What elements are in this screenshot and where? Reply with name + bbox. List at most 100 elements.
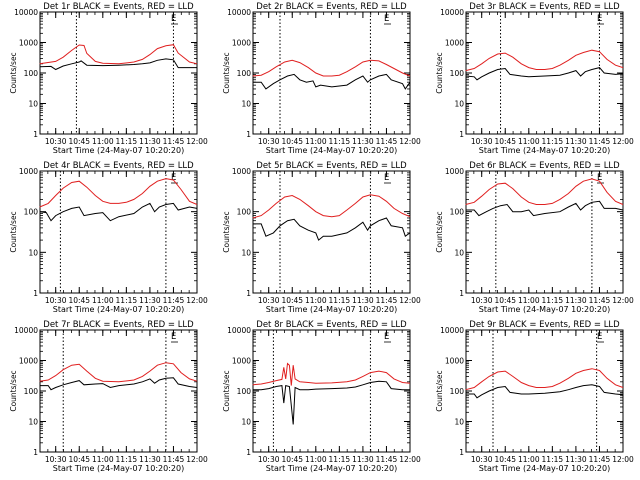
x-tick-label: 11:30 [565, 455, 587, 464]
plot-frame [252, 11, 411, 135]
y-tick-label: 100 [450, 208, 465, 217]
y-tick-label: 10 [454, 418, 464, 427]
y-tick-label: 10 [241, 100, 251, 109]
lld-series-line [252, 194, 411, 219]
y-tick-label: 1000 [232, 167, 251, 176]
x-tick-label: 10:45 [281, 296, 303, 305]
y-tick-label: 10 [28, 100, 38, 109]
chart-panel: Det 6r BLACK = Events, RED = LLD 1 10 100 10… [435, 161, 634, 314]
x-tick-label: 11:15 [116, 137, 138, 146]
x-tick-label: 12:00 [399, 455, 421, 464]
y-axis-label: Counts/sec [222, 52, 231, 93]
x-tick-label: 11:45 [163, 296, 185, 305]
x-tick-label: 11:45 [376, 137, 398, 146]
chart-panel: Det 8r BLACK = Events, RED = LLD 1 10 100 10… [222, 320, 421, 473]
chart-title: Det 3r BLACK = Events, RED = LLD [469, 2, 620, 12]
x-tick-label: 10:30 [471, 296, 493, 305]
y-tick-label: 100 [24, 69, 39, 78]
plot-frame [252, 170, 411, 294]
x-tick-label: 11:00 [92, 455, 114, 464]
events-series-line [465, 200, 624, 217]
plot-marker-label: E [384, 173, 389, 183]
x-tick-label: 11:00 [92, 296, 114, 305]
x-tick-label: 11:00 [305, 296, 327, 305]
events-series-line [39, 202, 198, 222]
events-series-line [252, 380, 410, 425]
lld-series-line [465, 178, 624, 205]
x-tick-label: 10:45 [68, 455, 90, 464]
x-tick-label: 10:30 [258, 137, 280, 146]
plot-marker-label: E [597, 14, 602, 24]
y-tick-label: 100 [237, 69, 252, 78]
chart-title: Det 7r BLACK = Events, RED = LLD [43, 320, 194, 330]
chart-title: Det 2r BLACK = Events, RED = LLD [256, 2, 407, 12]
x-tick-label: 11:30 [139, 455, 161, 464]
y-axis-label: Counts/sec [222, 370, 231, 411]
y-tick-label: 10000 [14, 8, 38, 17]
x-tick-label: 11:00 [518, 455, 540, 464]
y-tick-label: 100 [24, 387, 39, 396]
lld-series-line [465, 49, 624, 72]
x-axis-label: Start Time (24-May-07 10:20:20) [479, 464, 610, 473]
x-tick-label: 10:30 [45, 296, 67, 305]
x-tick-label: 10:30 [45, 137, 67, 146]
x-tick-label: 11:15 [329, 296, 351, 305]
x-tick-label: 11:00 [518, 137, 540, 146]
y-tick-label: 100 [24, 208, 39, 217]
lld-series-line [252, 59, 411, 77]
x-tick-label: 12:00 [186, 137, 208, 146]
x-tick-label: 12:00 [612, 296, 634, 305]
x-tick-label: 11:30 [352, 455, 374, 464]
chart-title: Det 9r BLACK = Events, RED = LLD [469, 320, 620, 330]
y-axis-label: Counts/sec [435, 370, 444, 411]
x-tick-label: 11:15 [542, 455, 564, 464]
x-axis-label: Start Time (24-May-07 10:20:20) [266, 464, 397, 473]
x-tick-label: 11:45 [376, 455, 398, 464]
x-tick-label: 11:45 [163, 137, 185, 146]
x-axis-label: Start Time (24-May-07 10:20:20) [266, 305, 397, 314]
x-axis-label: Start Time (24-May-07 10:20:20) [53, 146, 184, 155]
chart-panel: Det 9r BLACK = Events, RED = LLD 1 10 100 10… [435, 320, 634, 473]
x-tick-label: 10:30 [45, 455, 67, 464]
x-tick-label: 10:30 [471, 137, 493, 146]
events-series-line [252, 73, 411, 90]
x-tick-label: 11:45 [589, 137, 611, 146]
y-axis-label: Counts/sec [222, 211, 231, 252]
x-axis-label: Start Time (24-May-07 10:20:20) [53, 305, 184, 314]
y-tick-label: 1 [33, 130, 38, 139]
x-axis-label: Start Time (24-May-07 10:20:20) [266, 146, 397, 155]
plot-marker-label: E [384, 332, 389, 342]
y-tick-label: 10 [241, 248, 251, 257]
x-tick-label: 10:45 [281, 455, 303, 464]
y-tick-label: 1000 [19, 167, 38, 176]
y-tick-label: 1000 [445, 39, 464, 48]
y-tick-label: 1 [33, 289, 38, 298]
x-tick-label: 10:45 [494, 296, 516, 305]
x-tick-label: 11:30 [565, 296, 587, 305]
y-tick-label: 10 [454, 100, 464, 109]
chart-panel: Det 3r BLACK = Events, RED = LLD 1 10 100 10… [435, 2, 634, 155]
y-tick-label: 10000 [227, 8, 251, 17]
x-tick-label: 11:30 [565, 137, 587, 146]
lld-series-line [252, 362, 411, 386]
plot-marker-label: E [597, 332, 602, 342]
chart-panel: Det 7r BLACK = Events, RED = LLD 1 10 100 10… [9, 320, 208, 473]
y-tick-label: 1000 [232, 39, 251, 48]
x-tick-label: 10:45 [68, 137, 90, 146]
x-tick-label: 12:00 [186, 296, 208, 305]
y-tick-label: 1 [459, 448, 464, 457]
y-tick-label: 10 [28, 418, 38, 427]
x-axis-label: Start Time (24-May-07 10:20:20) [53, 464, 184, 473]
y-tick-label: 1 [459, 289, 464, 298]
plot-marker-label: E [384, 14, 389, 24]
y-tick-label: 1 [33, 448, 38, 457]
y-axis-label: Counts/sec [435, 52, 444, 93]
x-tick-label: 11:30 [139, 296, 161, 305]
plot-marker-label: E [171, 332, 176, 342]
x-tick-label: 12:00 [399, 296, 421, 305]
x-tick-label: 12:00 [612, 455, 634, 464]
x-tick-label: 10:45 [494, 137, 516, 146]
plot-marker-label: E [171, 173, 176, 183]
chart-panel: Det 4r BLACK = Events, RED = LLD 1 10 100 10… [9, 161, 208, 314]
